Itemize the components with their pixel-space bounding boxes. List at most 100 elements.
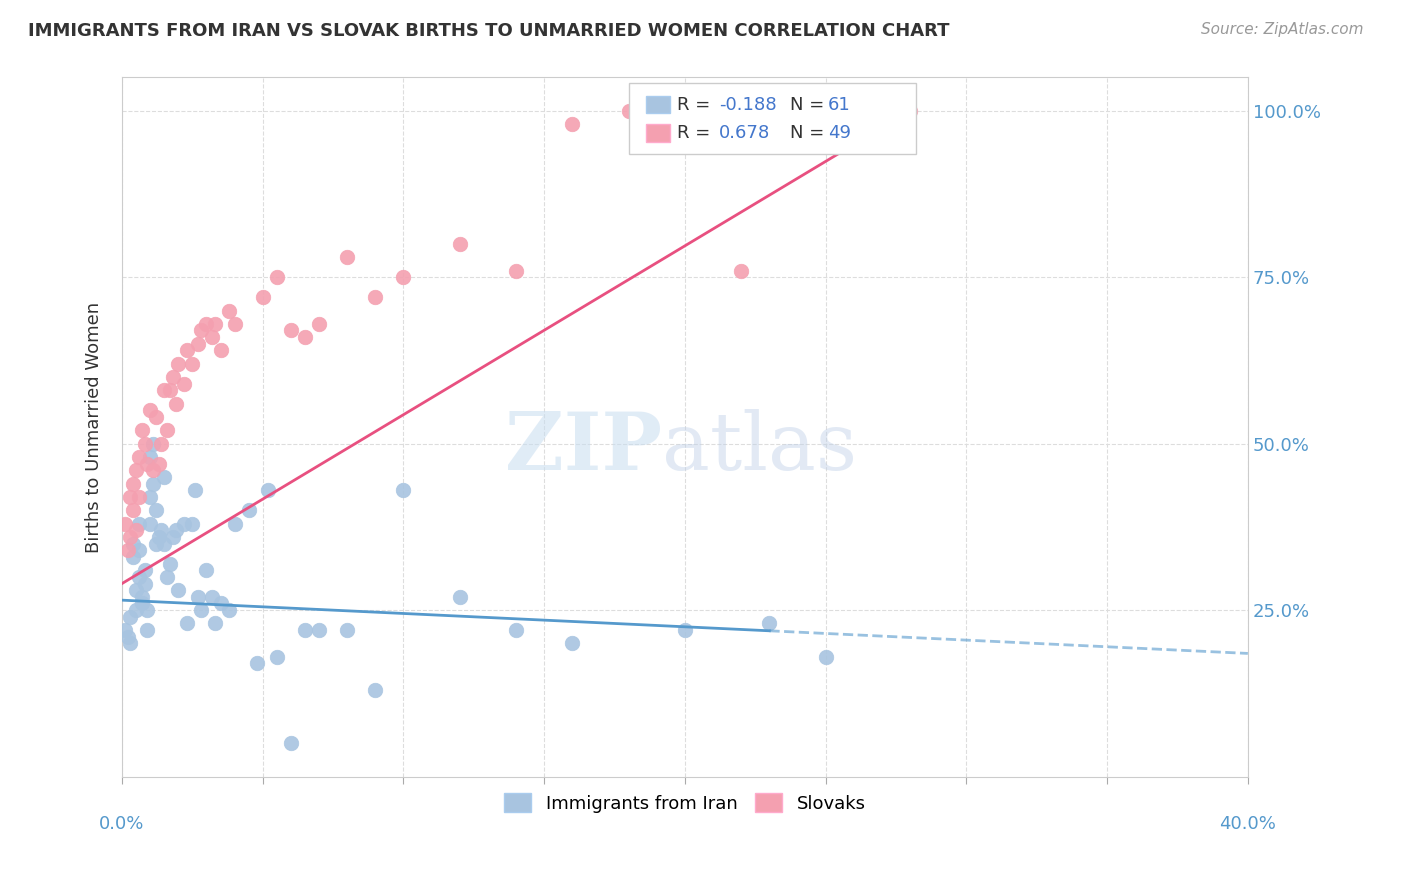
Point — [252, 290, 274, 304]
Point — [142, 436, 165, 450]
Point — [449, 236, 471, 251]
Point — [142, 463, 165, 477]
Point — [162, 370, 184, 384]
Point — [561, 636, 583, 650]
Point — [153, 384, 176, 398]
Text: R =: R = — [678, 124, 710, 143]
Point — [134, 436, 156, 450]
Point — [673, 623, 696, 637]
Point — [187, 590, 209, 604]
Point — [218, 603, 240, 617]
Text: ZIP: ZIP — [505, 409, 662, 487]
Point — [134, 563, 156, 577]
Point — [730, 263, 752, 277]
Point — [148, 457, 170, 471]
Point — [201, 590, 224, 604]
Point — [139, 490, 162, 504]
Point — [117, 630, 139, 644]
Point — [294, 330, 316, 344]
Text: 49: 49 — [828, 124, 851, 143]
Point — [176, 343, 198, 358]
Point — [280, 736, 302, 750]
Text: 40.0%: 40.0% — [1219, 815, 1277, 833]
Text: Source: ZipAtlas.com: Source: ZipAtlas.com — [1201, 22, 1364, 37]
Point — [449, 590, 471, 604]
Point — [134, 576, 156, 591]
Point — [114, 516, 136, 531]
Point — [364, 290, 387, 304]
Y-axis label: Births to Unmarried Women: Births to Unmarried Women — [86, 301, 103, 553]
Point — [195, 317, 218, 331]
Point — [128, 450, 150, 464]
Point — [181, 357, 204, 371]
Point — [117, 543, 139, 558]
Point — [209, 597, 232, 611]
Point — [125, 603, 148, 617]
Point — [176, 616, 198, 631]
Point — [120, 530, 142, 544]
Point — [238, 503, 260, 517]
Point — [145, 536, 167, 550]
Point — [125, 523, 148, 537]
Point — [201, 330, 224, 344]
Text: 0.678: 0.678 — [718, 124, 770, 143]
Point — [139, 403, 162, 417]
Point — [131, 423, 153, 437]
Point — [128, 570, 150, 584]
Point — [392, 270, 415, 285]
Point — [308, 317, 330, 331]
Point — [187, 336, 209, 351]
Point — [246, 657, 269, 671]
Point — [505, 623, 527, 637]
Text: R =: R = — [678, 95, 710, 113]
Point — [120, 636, 142, 650]
Text: -0.188: -0.188 — [718, 95, 776, 113]
Point — [173, 376, 195, 391]
Point — [266, 270, 288, 285]
Point — [125, 463, 148, 477]
Point — [224, 516, 246, 531]
Point — [195, 563, 218, 577]
FancyBboxPatch shape — [628, 83, 915, 154]
Point — [128, 490, 150, 504]
Point — [128, 516, 150, 531]
Point — [139, 450, 162, 464]
Point — [122, 503, 145, 517]
Point — [308, 623, 330, 637]
Point — [122, 476, 145, 491]
Point — [758, 616, 780, 631]
Point — [167, 357, 190, 371]
Point — [136, 623, 159, 637]
Point — [125, 583, 148, 598]
Point — [190, 323, 212, 337]
Point — [364, 683, 387, 698]
Point — [153, 536, 176, 550]
Point — [181, 516, 204, 531]
Point — [156, 423, 179, 437]
Text: 0.0%: 0.0% — [100, 815, 145, 833]
Point — [142, 476, 165, 491]
Point — [336, 623, 359, 637]
Point — [131, 590, 153, 604]
Point — [165, 397, 187, 411]
Point — [148, 530, 170, 544]
Point — [159, 557, 181, 571]
Legend: Immigrants from Iran, Slovaks: Immigrants from Iran, Slovaks — [496, 786, 873, 820]
Point — [159, 384, 181, 398]
Point — [120, 490, 142, 504]
Text: IMMIGRANTS FROM IRAN VS SLOVAK BIRTHS TO UNMARRIED WOMEN CORRELATION CHART: IMMIGRANTS FROM IRAN VS SLOVAK BIRTHS TO… — [28, 22, 949, 40]
Point — [294, 623, 316, 637]
Point — [122, 549, 145, 564]
Point — [145, 503, 167, 517]
Point — [505, 263, 527, 277]
Point — [336, 250, 359, 264]
Point — [128, 543, 150, 558]
Point — [122, 536, 145, 550]
Point — [120, 609, 142, 624]
FancyBboxPatch shape — [645, 95, 671, 113]
Point — [131, 597, 153, 611]
Point — [392, 483, 415, 498]
Point — [153, 470, 176, 484]
FancyBboxPatch shape — [645, 124, 671, 142]
Point — [898, 103, 921, 118]
